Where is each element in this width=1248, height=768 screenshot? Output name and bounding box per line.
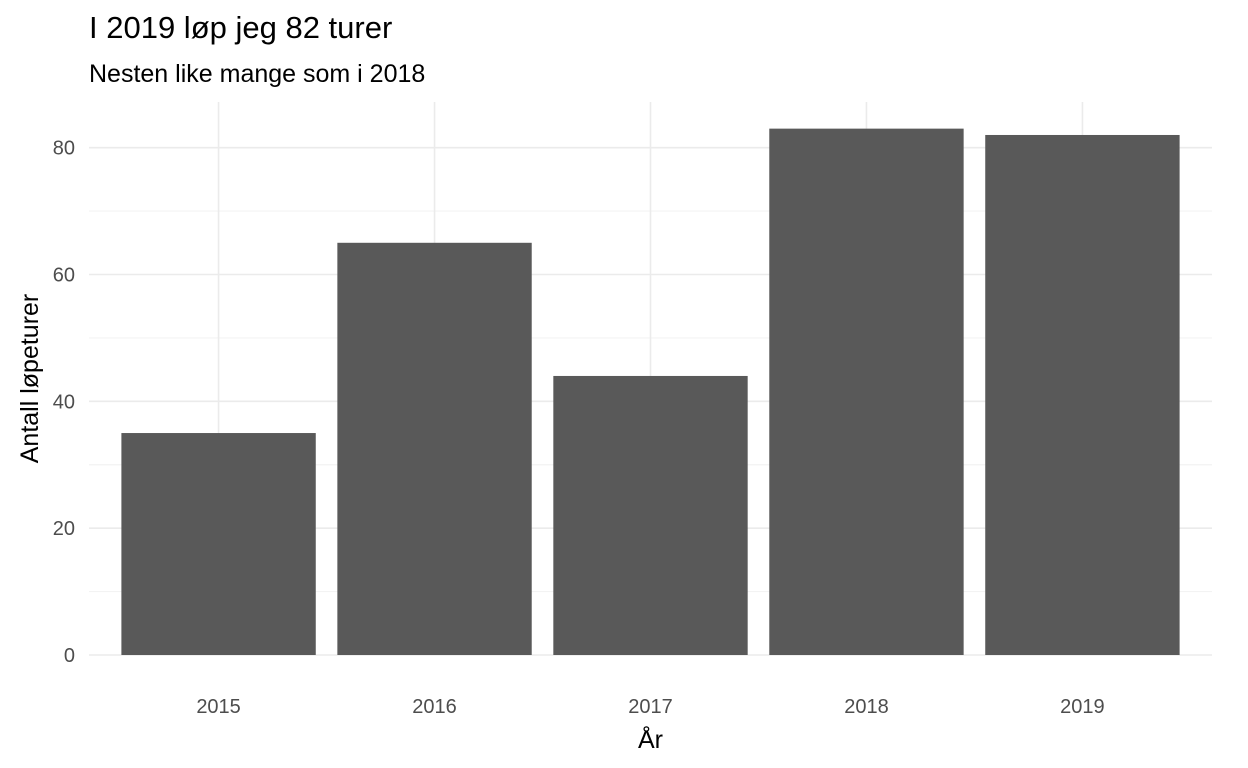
x-tick-labels: 2015 2016 2017 2018 2019	[196, 696, 1104, 718]
bar-2018	[769, 128, 964, 655]
y-tick-labels: 0 20 40 60 80	[53, 138, 75, 667]
chart-title: I 2019 løp jeg 82 turer	[89, 10, 393, 45]
bar-2016	[337, 242, 532, 656]
y-tick-label: 0	[64, 645, 75, 667]
x-tick-label: 2015	[196, 696, 241, 718]
y-tick-label: 60	[53, 264, 75, 286]
y-tick-label: 20	[53, 518, 75, 540]
y-tick-label: 40	[53, 391, 75, 413]
bar-2017	[553, 375, 748, 655]
x-tick-label: 2018	[844, 696, 889, 718]
x-tick-label: 2016	[412, 696, 457, 718]
bar-2019	[985, 134, 1180, 656]
y-axis-title: Antall løpeturer	[16, 294, 44, 464]
x-axis-title: År	[638, 724, 663, 754]
y-tick-label: 80	[53, 138, 75, 160]
x-tick-label: 2017	[628, 696, 673, 718]
bar-layer	[121, 128, 1180, 656]
chart-subtitle: Nesten like mange som i 2018	[89, 60, 426, 88]
bar-2015	[121, 433, 316, 655]
x-tick-label: 2019	[1060, 696, 1105, 718]
